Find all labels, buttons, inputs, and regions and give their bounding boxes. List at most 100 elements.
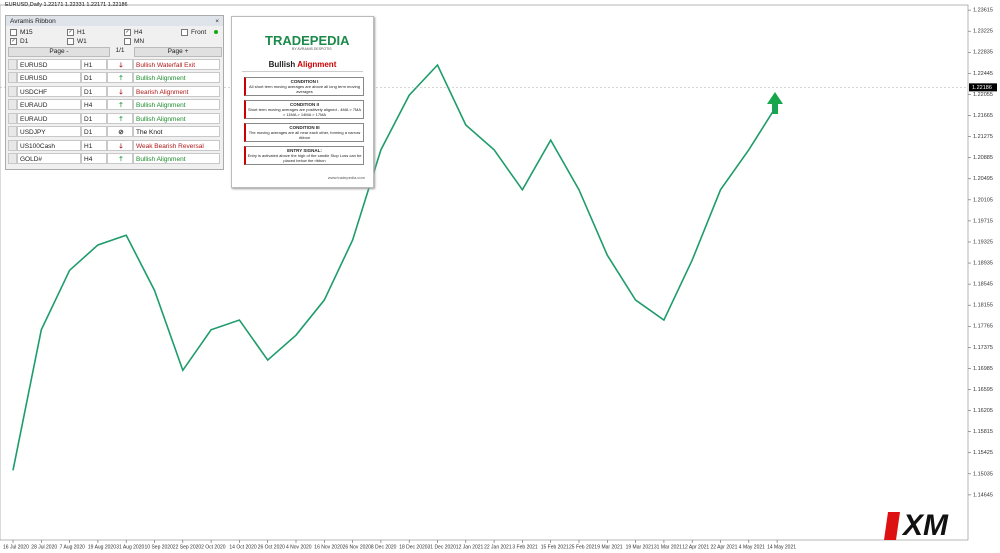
x-tick-label: 22 Sep 2020 bbox=[173, 544, 202, 550]
condition-box: CONDITION III The moving averages are all… bbox=[244, 123, 364, 142]
signal: The Knot bbox=[133, 126, 220, 137]
y-tick-label: 1.18545 bbox=[973, 282, 993, 288]
timeframe-checkbox[interactable]: W1 bbox=[67, 38, 87, 45]
timeframe-checkbox[interactable]: ✓ H1 bbox=[67, 29, 85, 36]
scanner-row: EURAUD H4 🡑 Bullish Alignment bbox=[8, 99, 220, 111]
x-tick-label: 4 Nov 2020 bbox=[286, 544, 312, 550]
x-tick-label: 7 Aug 2020 bbox=[60, 544, 86, 550]
page-info: 1/1 bbox=[115, 47, 125, 54]
x-tick-label: 12 Apr 2021 bbox=[682, 544, 709, 550]
checkbox[interactable] bbox=[67, 38, 74, 45]
scanner-panel: Avramis Ribbon × Page - 1/1 Page + M15 ✓ H1… bbox=[5, 15, 224, 170]
y-tick-label: 1.15425 bbox=[973, 450, 993, 456]
checkbox[interactable]: ✓ bbox=[124, 29, 131, 36]
x-tick-label: 26 Oct 2020 bbox=[258, 544, 285, 550]
x-tick-label: 31 Aug 2020 bbox=[116, 544, 144, 550]
page-next[interactable]: Page + bbox=[134, 47, 222, 57]
direction-icon: 🡓 bbox=[107, 85, 133, 97]
y-tick-label: 1.18155 bbox=[973, 303, 993, 309]
checkbox[interactable] bbox=[10, 29, 17, 36]
price-line bbox=[12, 63, 778, 471]
x-tick-label: 9 Mar 2021 bbox=[597, 544, 623, 550]
signal: Bearish Alignment bbox=[133, 85, 220, 97]
checkbox-label: D1 bbox=[20, 38, 29, 45]
y-tick-label: 1.15035 bbox=[973, 471, 993, 477]
timeframe: D1 bbox=[81, 85, 107, 97]
x-tick-label: 14 May 2021 bbox=[767, 544, 796, 550]
current-price-box bbox=[969, 83, 997, 92]
scanner-row: EURUSD H1 🡓 Bullish Waterfall Exit bbox=[8, 58, 220, 70]
x-tick-label: 16 Nov 2020 bbox=[314, 544, 343, 550]
y-tick-label: 1.17375 bbox=[973, 345, 993, 351]
y-tick-label: 1.20885 bbox=[973, 155, 993, 161]
checkbox[interactable] bbox=[181, 29, 188, 36]
y-tick-label: 1.19715 bbox=[973, 218, 993, 224]
signal: Bullish Alignment bbox=[133, 112, 220, 124]
direction-icon: 🡓 bbox=[107, 58, 133, 70]
scanner-row: EURUSD D1 🡑 Bullish Alignment bbox=[8, 72, 220, 84]
y-tick-label: 1.22835 bbox=[973, 50, 993, 56]
heading-b: Alignment bbox=[297, 60, 337, 69]
row-icon[interactable] bbox=[8, 126, 17, 137]
timeframe-checkbox[interactable]: MN bbox=[124, 38, 144, 45]
checkbox[interactable]: ✓ bbox=[10, 38, 17, 45]
condition-box: CONDITION II Short term moving averages a… bbox=[244, 100, 364, 119]
direction-icon: 🡓 bbox=[107, 139, 133, 151]
row-icon[interactable] bbox=[8, 58, 17, 70]
checkbox-label: Front bbox=[191, 29, 207, 36]
symbol: EURUSD bbox=[17, 72, 81, 83]
scanner-row: US100Cash H1 🡓 Weak Bearish Reversal bbox=[8, 139, 220, 151]
x-tick-label: 19 Aug 2020 bbox=[88, 544, 116, 550]
close-button[interactable]: × bbox=[215, 17, 219, 25]
timeframe: H1 bbox=[81, 58, 107, 70]
logo-sub: BY AVRAMIS DESPOTIS bbox=[292, 47, 332, 51]
condition-title: CONDITION II bbox=[290, 102, 319, 107]
x-tick-label: 19 Mar 2021 bbox=[626, 544, 654, 550]
y-tick-label: 1.14645 bbox=[973, 492, 993, 498]
row-icon[interactable] bbox=[8, 139, 17, 151]
condition-text: Entry is activated above the high of the… bbox=[247, 153, 362, 163]
y-tick-label: 1.23225 bbox=[973, 29, 993, 35]
panel-header: Avramis Ribbon × bbox=[6, 16, 223, 26]
x-tick-label: 31 Dec 2020 bbox=[428, 544, 457, 550]
x-tick-label: 12 Jan 2021 bbox=[456, 544, 484, 550]
timeframe-checkbox[interactable]: Front bbox=[181, 29, 206, 36]
direction-icon: 🡑 bbox=[107, 153, 133, 164]
timeframe-checkbox[interactable]: ✓ H4 bbox=[124, 29, 142, 36]
condition-box: CONDITION I All short term moving average… bbox=[244, 77, 364, 96]
row-icon[interactable] bbox=[8, 153, 17, 164]
condition-text: All short term moving averages are above… bbox=[249, 84, 360, 94]
timeframe-checkbox[interactable]: M15 bbox=[10, 29, 33, 36]
page-prev[interactable]: Page - bbox=[8, 47, 110, 57]
signal: Bullish Alignment bbox=[133, 99, 220, 110]
y-tick-label: 1.22055 bbox=[973, 92, 993, 98]
symbol: USDCHF bbox=[17, 85, 81, 97]
x-tick-label: 31 Mar 2021 bbox=[654, 544, 682, 550]
logo-mark bbox=[884, 512, 900, 540]
row-icon[interactable] bbox=[8, 112, 17, 124]
timeframe: D1 bbox=[81, 126, 107, 137]
heading: Bullish Alignment bbox=[232, 60, 373, 69]
timeframe: H1 bbox=[81, 139, 107, 151]
condition-title: ENTRY SIGNAL: bbox=[287, 148, 322, 153]
direction-icon: 🡑 bbox=[107, 112, 133, 124]
timeframe-checkbox[interactable]: ✓ D1 bbox=[10, 38, 28, 45]
checkbox[interactable] bbox=[124, 38, 131, 45]
scanner-row: EURAUD D1 🡑 Bullish Alignment bbox=[8, 112, 220, 124]
symbol: EURAUD bbox=[17, 112, 81, 124]
x-tick-label: 22 Jan 2021 bbox=[484, 544, 512, 550]
row-icon[interactable] bbox=[8, 72, 17, 83]
row-icon[interactable] bbox=[8, 85, 17, 97]
checkbox-label: MN bbox=[134, 38, 145, 45]
panel-title: Avramis Ribbon bbox=[10, 17, 56, 25]
checkbox-label: H1 bbox=[77, 29, 86, 36]
row-icon[interactable] bbox=[8, 99, 17, 110]
tradepedia-panel: TRADEPEDIA BY AVRAMIS DESPOTIS Bullish A… bbox=[231, 16, 374, 188]
checkbox[interactable]: ✓ bbox=[67, 29, 74, 36]
symbol: USDJPY bbox=[17, 126, 81, 137]
divider bbox=[242, 71, 363, 72]
scanner-row: USDJPY D1 ⊘ The Knot bbox=[8, 126, 220, 138]
plot-frame bbox=[0, 4, 969, 541]
y-tick-label: 1.16595 bbox=[973, 387, 993, 393]
